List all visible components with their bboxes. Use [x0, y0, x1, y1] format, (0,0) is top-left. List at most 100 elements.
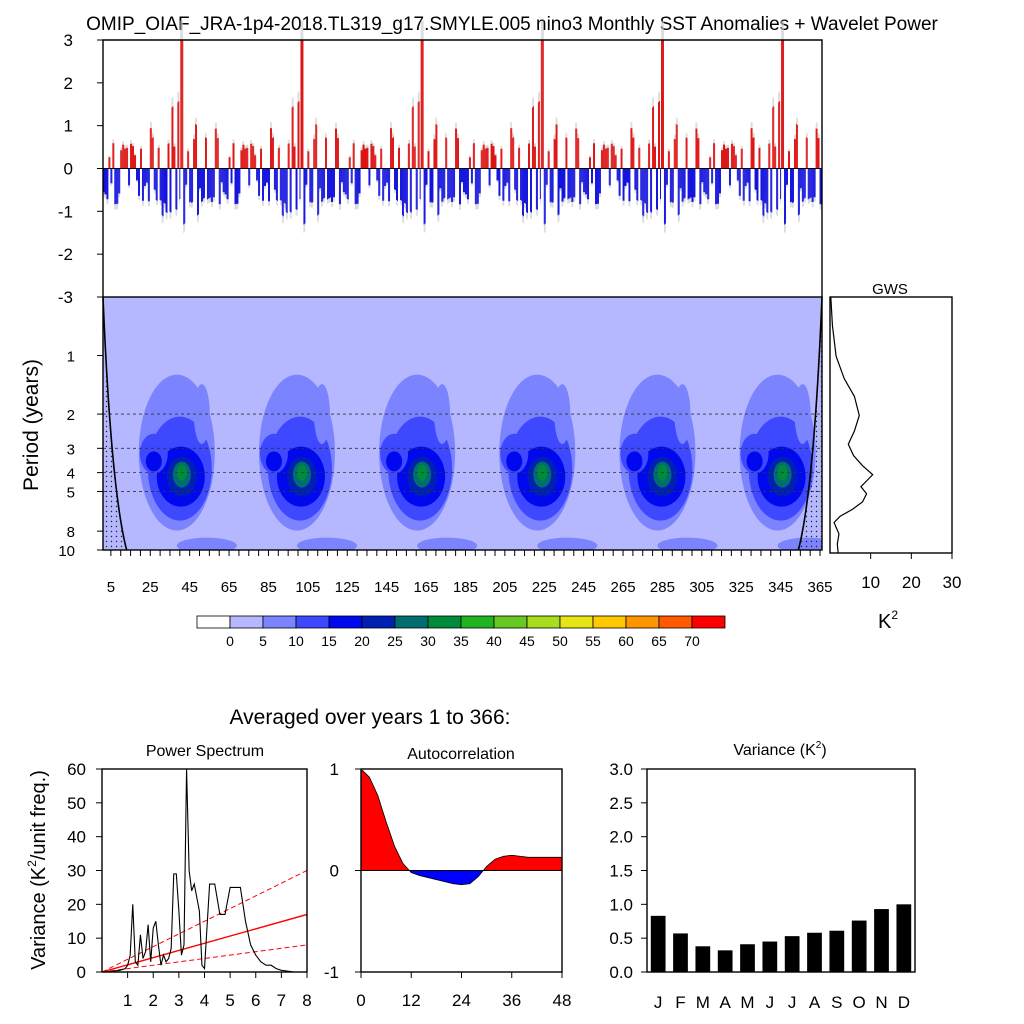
wavelet-contour [434, 384, 451, 445]
wavelet-contour [506, 451, 523, 472]
ps-frame [101, 768, 308, 973]
variance-bar [695, 946, 711, 972]
ytick-label: 2 [64, 74, 73, 93]
wavelet-contour [537, 537, 598, 550]
xtick-label: 10 [861, 573, 880, 592]
ytick-label: -1 [324, 963, 339, 982]
colorbar: 0 5 10 15 20 25 30 35 40 45 50 55 60 65 70 [196, 615, 726, 649]
month-label: O [853, 993, 866, 1012]
colorbar-label: 15 [321, 633, 337, 649]
variance-bar [762, 941, 778, 972]
xtick-label: 245 [571, 579, 596, 596]
colorbar-box [592, 615, 627, 629]
ytick-label: 5 [67, 484, 75, 501]
variance-panel: Variance (K2) 0.00.51.01.52.02.53.0J F M A M… [609, 740, 916, 1012]
ytick-label: 0 [77, 963, 86, 982]
wavelet-contour [554, 384, 571, 445]
xtick-label: 325 [729, 579, 754, 596]
xtick-label: 85 [260, 579, 277, 596]
coi-hatch-left [103, 297, 127, 550]
xtick-label: 30 [943, 573, 962, 592]
gws-panel: GWS K2 10 20 30 [829, 281, 962, 633]
ytick-label: 1.5 [609, 862, 633, 881]
xtick-label: 5 [107, 579, 115, 596]
xtick-label: 105 [295, 579, 320, 596]
xtick-label: 365 [808, 579, 833, 596]
wavelet-contour [794, 384, 811, 445]
xtick-label: 65 [221, 579, 238, 596]
power-spectrum-panel: Power Spectrum Variance (K2/unit freq.) … [25, 743, 312, 1010]
colorbar-label: 5 [259, 633, 267, 649]
ytick-label: 3 [67, 441, 75, 458]
ytick-label: 2.0 [609, 828, 633, 847]
colorbar-label: 35 [453, 633, 469, 649]
xtick-label: 285 [650, 579, 675, 596]
ytick-label: 8 [67, 524, 75, 541]
coi-right [797, 296, 823, 551]
ytick-label: 40 [67, 828, 86, 847]
wavelet-contour [417, 537, 478, 550]
ytick-label: 1 [67, 349, 75, 366]
wavelet-ylabel: Period (years) [20, 359, 43, 491]
xtick-label: 265 [611, 579, 636, 596]
xtick-label: 225 [532, 579, 557, 596]
ytick-label: -1 [58, 202, 73, 221]
month-label: J [654, 993, 663, 1012]
ci-lower-line [102, 944, 307, 972]
xtick-label: 25 [142, 579, 159, 596]
xtick-label: 4 [200, 991, 209, 1010]
gws-frame [829, 296, 953, 554]
variance-bar [784, 936, 800, 972]
month-label: J [788, 993, 797, 1012]
colorbar-label: 45 [519, 633, 535, 649]
colorbar-box [196, 615, 231, 629]
colorbar-label: 40 [486, 633, 502, 649]
ytick-label: 1 [330, 760, 339, 779]
ytick-label: 30 [67, 862, 86, 881]
power-spectrum-line [104, 769, 307, 972]
month-label: D [898, 993, 910, 1012]
xtick-label: 145 [374, 579, 399, 596]
ytick-label: 50 [67, 794, 86, 813]
colorbar-label: 20 [354, 633, 370, 649]
wavelet-contour [657, 537, 718, 550]
xtick-label: 185 [453, 579, 478, 596]
xtick-label: 3 [174, 991, 183, 1010]
xtick-label: 0 [356, 991, 365, 1010]
autocorrelation-panel: Autocorrelation -1 0 1 0 12 24 36 48 [324, 746, 572, 1010]
wavelet-contour [674, 384, 691, 445]
ytick-label: 2.5 [609, 794, 633, 813]
variance-bar [807, 932, 822, 972]
colorbar-box [460, 615, 495, 629]
variance-bar [829, 930, 845, 972]
month-label: S [831, 993, 842, 1012]
wavelet-contour [145, 451, 162, 472]
ytick-label: 0.5 [609, 929, 633, 948]
acf-positive-area [361, 769, 562, 871]
xtick-label: 8 [302, 991, 311, 1010]
wavelet-contour [176, 537, 237, 550]
colorbar-box [229, 615, 264, 629]
coi-left [102, 296, 128, 551]
colorbar-label: 30 [420, 633, 436, 649]
colorbar-box [658, 615, 693, 629]
colorbar-label: 60 [618, 633, 634, 649]
wavelet-background [103, 297, 822, 550]
variance-bar [896, 904, 912, 972]
averaged-label: Averaged over years 1 to 366: [230, 706, 511, 729]
timeseries-panel: 3 2 1 0 -1 -2 -3 [58, 20, 823, 307]
colorbar-box [526, 615, 561, 629]
xtick-label: 12 [402, 991, 421, 1010]
variance-bar [851, 920, 867, 972]
colorbar-box [691, 615, 726, 629]
xtick-label: 7 [277, 991, 286, 1010]
colorbar-label: 65 [651, 633, 667, 649]
month-label: M [696, 993, 710, 1012]
xtick-label: 36 [502, 991, 521, 1010]
power-spectrum-ylabel: Variance (K2/unit freq.) [25, 770, 50, 970]
wavelet-contour [386, 451, 403, 472]
ytick-label: 1 [64, 117, 73, 136]
ytick-label: 10 [67, 929, 86, 948]
month-label: N [875, 993, 887, 1012]
